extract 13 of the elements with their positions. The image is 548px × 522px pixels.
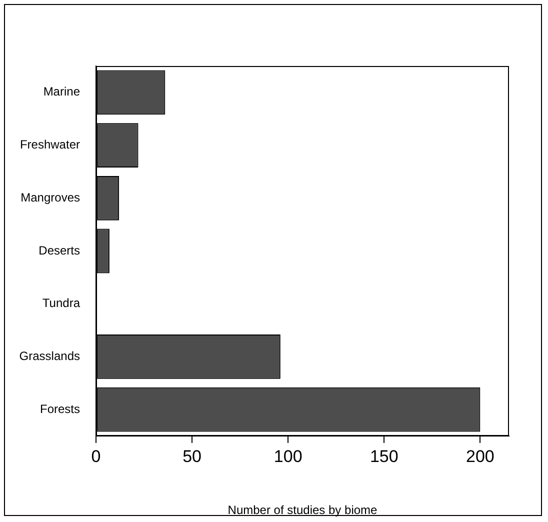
- y-tick-label: Marine: [43, 84, 80, 99]
- y-tick-label: Forests: [40, 402, 80, 416]
- x-tick-label: 150: [370, 446, 398, 466]
- y-tick-label: Freshwater: [20, 138, 80, 152]
- y-tick-label: Grasslands: [19, 349, 80, 364]
- x-axis-title: Number of studies by biome: [228, 503, 378, 518]
- y-tick-label: Tundra: [42, 296, 80, 310]
- x-tick-label: 100: [274, 446, 302, 466]
- x-tick-label: 0: [91, 446, 101, 466]
- y-tick-label: Mangroves: [20, 190, 80, 204]
- x-tick-label: 50: [182, 446, 202, 466]
- y-tick-label: Deserts: [38, 243, 80, 258]
- x-tick-label: 200: [466, 446, 494, 466]
